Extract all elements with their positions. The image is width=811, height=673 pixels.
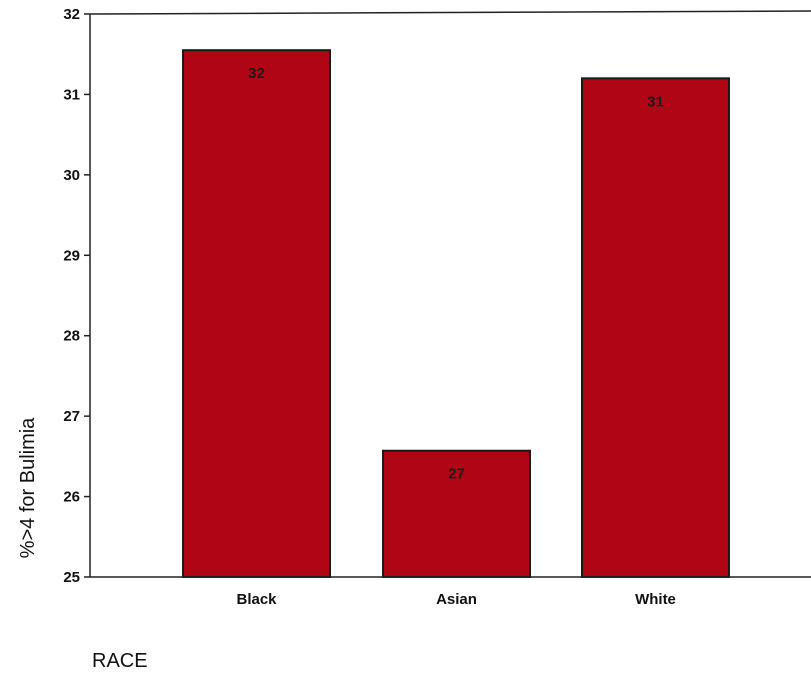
y-tick-label-28: 28 — [63, 328, 80, 345]
data-label-white: 31 — [647, 93, 664, 110]
data-label-asian: 27 — [448, 466, 465, 483]
x-labels-layer: Black Asian White — [236, 591, 675, 608]
bar-white — [581, 77, 730, 578]
data-label-black: 32 — [248, 65, 265, 82]
y-tick-label-25: 25 — [63, 569, 80, 586]
plot-frame-group — [89, 10, 811, 15]
bars-layer — [182, 49, 730, 578]
y-ticks-layer: 25 26 27 28 29 30 31 32 — [63, 6, 90, 586]
x-axis-title: RACE — [92, 650, 148, 672]
bar-black — [182, 49, 331, 578]
x-tick-label-asian: Asian — [436, 591, 477, 608]
x-tick-label-white: White — [635, 591, 676, 608]
x-tick-label-black: Black — [236, 591, 277, 608]
y-tick-label-27: 27 — [63, 408, 80, 425]
bar-asian — [382, 449, 531, 578]
y-tick-label-31: 31 — [63, 86, 80, 103]
axis-layer — [89, 14, 811, 578]
y-tick-label-30: 30 — [63, 167, 80, 184]
y-tick-label-32: 32 — [63, 6, 80, 23]
y-tick-label-26: 26 — [63, 489, 80, 506]
y-tick-label-29: 29 — [63, 247, 80, 264]
data-labels-layer: 32 27 31 — [248, 65, 664, 483]
plot-top-border — [89, 10, 811, 15]
y-axis-title: %>4 for Bulimia — [17, 417, 39, 558]
